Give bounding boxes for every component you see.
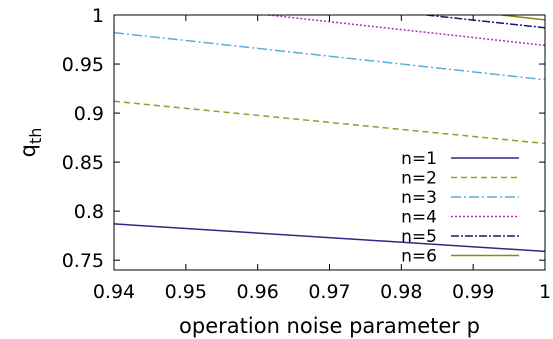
legend-label-6: n=6 <box>401 247 437 267</box>
legend-label-4: n=4 <box>401 208 437 228</box>
y-axis-label-main: q <box>16 144 40 157</box>
x-tick-label: 0.97 <box>308 281 350 303</box>
axis-ticks <box>113 14 546 270</box>
plot-lines <box>114 15 545 253</box>
x-axis-label: operation noise parameter p <box>179 314 480 338</box>
y-tick-label: 0.75 <box>62 250 104 272</box>
y-axis-label: qth <box>16 128 45 158</box>
series-line-5 <box>426 15 545 29</box>
series-line-2 <box>114 100 545 145</box>
y-tick-label: 1 <box>92 5 104 27</box>
x-tick-label: 0.98 <box>380 281 422 303</box>
y-tick-label: 0.95 <box>62 54 104 76</box>
x-tick-label: 0.94 <box>93 281 135 303</box>
legend-label-5: n=5 <box>401 227 437 247</box>
x-tick-label: 0.96 <box>237 281 279 303</box>
plot-frame <box>113 14 546 271</box>
y-tick-labels: 0.75 0.8 0.85 0.9 0.95 1 <box>62 5 104 272</box>
y-axis-label-subscript: th <box>26 128 45 144</box>
x-tick-labels: 0.94 0.95 0.96 0.97 0.98 0.99 1 <box>93 281 551 303</box>
series-line-3 <box>114 31 545 81</box>
y-tick-label: 0.8 <box>74 201 104 223</box>
y-tick-label: 0.9 <box>74 103 104 125</box>
legend-label-2: n=2 <box>401 169 437 189</box>
series-line-4 <box>268 15 545 47</box>
x-tick-label: 0.99 <box>452 281 494 303</box>
x-tick-label: 1 <box>539 281 551 303</box>
y-tick-label: 0.85 <box>62 152 104 174</box>
x-tick-label: 0.95 <box>165 281 207 303</box>
series-line-6 <box>501 15 545 21</box>
legend-label-3: n=3 <box>401 188 437 208</box>
legend-label-1: n=1 <box>401 149 437 169</box>
series-line-1 <box>114 223 545 253</box>
legend: n=1n=2n=3n=4n=5n=6 <box>401 149 519 267</box>
